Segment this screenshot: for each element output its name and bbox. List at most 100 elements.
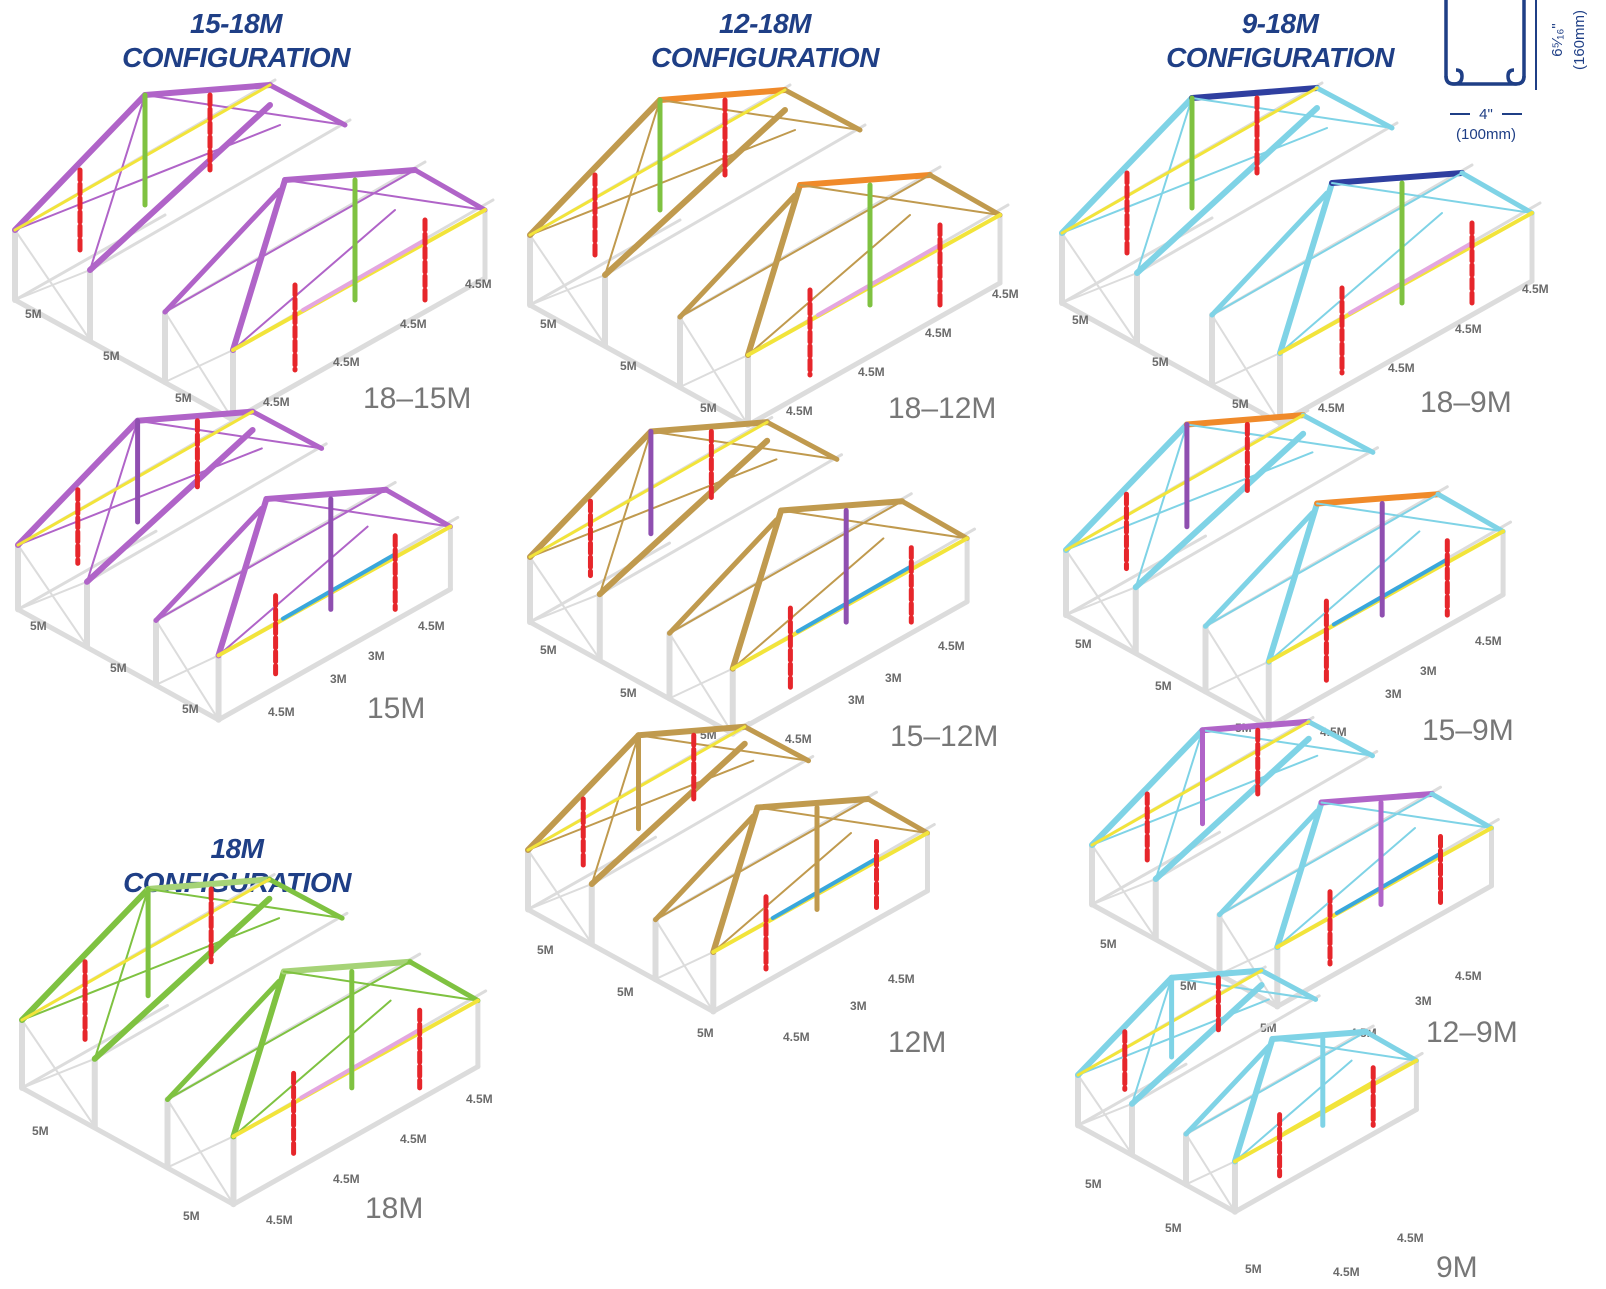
rafter (84, 427, 256, 585)
rafter (91, 895, 273, 1062)
frame-10-dimension-label: 5M (1165, 1221, 1182, 1235)
heading-18m-title: 18M (211, 833, 265, 864)
roof-brace (1131, 976, 1173, 1105)
mid-beam (770, 856, 879, 920)
ridge (1329, 170, 1465, 186)
frame-purlin (88, 118, 352, 272)
frame-3-dimension-label: 4.5M (400, 1132, 427, 1146)
heading-15-18m-subtitle: CONFIGURATION (122, 42, 351, 73)
roof-brace (590, 734, 640, 885)
frame-9-dimension-label: 4.5M (1455, 969, 1482, 983)
frame-brace (14, 269, 91, 301)
rafter (1132, 430, 1307, 591)
roof-brace (1218, 793, 1433, 916)
frame-ground-side (1277, 278, 1535, 426)
rafter (745, 182, 803, 358)
frame-ground-back (13, 213, 167, 302)
frame-3-dimension-label: 4.5M (466, 1092, 493, 1106)
roof-brace (232, 209, 396, 351)
ridge (282, 167, 418, 183)
frame-ground-front (15, 606, 222, 723)
frame-4-dimension-label: 5M (700, 401, 717, 415)
roof-brace (232, 999, 392, 1138)
heading-12-18m-title: 12-18M (719, 8, 812, 39)
frame-purlin (1154, 750, 1379, 881)
roof-brace (86, 419, 139, 583)
frame-4-dimension-label: 4.5M (992, 287, 1019, 301)
rafter (1277, 180, 1335, 356)
ridge (1300, 412, 1376, 455)
rafter (653, 813, 756, 923)
frame-ground-front (19, 1085, 236, 1207)
frame-purlin (1130, 994, 1321, 1106)
rafter (667, 517, 779, 636)
roof-brace (166, 960, 411, 1101)
roof-brace (1320, 801, 1493, 829)
frame-8-dimension-label: 4.5M (1475, 634, 1502, 648)
roof-brace (144, 94, 346, 126)
roof-brace (712, 832, 852, 953)
rafter (1183, 1043, 1272, 1137)
frame-9-dimension-label: 5M (1260, 1021, 1277, 1035)
frame-purlin (93, 911, 349, 1061)
frame-purlin (1134, 446, 1380, 589)
ridge (764, 419, 840, 462)
roof-brace (780, 509, 969, 540)
frame-10: 9M 5M 5M 5M 4.5M 4.5M (1075, 965, 1478, 1284)
ridge (1459, 170, 1535, 216)
heading-12-18m: 12-18M CONFIGURATION (651, 8, 881, 73)
rafter (153, 505, 265, 623)
frames-layer: 18–15M 5M 5M 5M 4.5M 4.5M 4.5M 4.5M 15M 5M 5M 5M 4.5… (12, 78, 1549, 1284)
rafter (1063, 421, 1190, 553)
roof-brace (1279, 212, 1443, 354)
frame-ground-side (730, 599, 970, 737)
frame-2: 15M 5M 5M 5M 4.5M 3M 3M 4.5M (15, 405, 460, 725)
rafter (1274, 799, 1325, 950)
frame-4-label: 18–12M (888, 392, 996, 425)
frame-2-dimension-label: 3M (330, 672, 347, 686)
frame-ground-back (16, 529, 158, 611)
frame-10-dimension-label: 4.5M (1333, 1265, 1360, 1279)
rafter (215, 496, 270, 659)
frame-10-dimension-label: 5M (1245, 1262, 1262, 1276)
frame-2-dimension-label: 4.5M (418, 619, 445, 633)
frame-brace (1065, 586, 1137, 617)
ridge (782, 87, 863, 133)
rafter (19, 886, 152, 1023)
mid-beam (1283, 1080, 1376, 1135)
frame-ground-back (1090, 830, 1221, 906)
ridge (1189, 85, 1320, 101)
ridge (250, 409, 325, 451)
ridge (865, 796, 930, 836)
frame-4-dimension-label: 4.5M (925, 326, 952, 340)
ridge (1363, 1029, 1419, 1064)
frame-ground-front (1063, 612, 1272, 730)
rafter (1209, 190, 1330, 318)
rafter (1075, 974, 1175, 1078)
ridge (778, 498, 905, 514)
rafter (596, 437, 771, 598)
frame-brace (527, 883, 593, 911)
roof-brace (668, 500, 903, 635)
rafter (87, 102, 273, 273)
frame-6-dimension-label: 5M (537, 943, 554, 957)
frame-5-dimension-label: 4.5M (938, 639, 965, 653)
frame-brace (654, 951, 715, 981)
frame-ground-back (1060, 216, 1214, 305)
roof-brace (217, 525, 369, 657)
frame-2-dimension-label: 4.5M (268, 705, 295, 719)
profile-height-metric-label: (160mm) (1571, 10, 1588, 70)
profile-width-metric-label: (100mm) (1456, 126, 1516, 143)
ridge (263, 486, 389, 502)
rafter (602, 107, 788, 278)
rafter (1134, 105, 1320, 276)
roof-brace (731, 537, 885, 670)
frame-6-dimension-label: 4.5M (783, 1030, 810, 1044)
rafter (230, 177, 288, 353)
ridge (1199, 718, 1312, 734)
roof-brace (282, 970, 479, 1002)
frame-6-dimension-label: 5M (697, 1026, 714, 1040)
ridge (1259, 968, 1319, 1002)
